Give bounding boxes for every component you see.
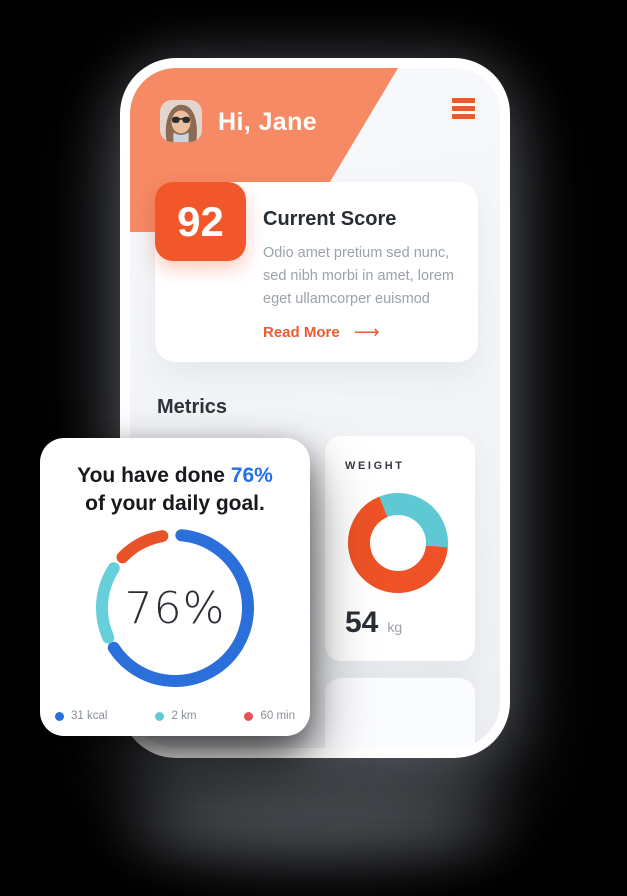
legend-item-min: 60 min [244,710,295,722]
daily-goal-card: You have done 76% of your daily goal. 76… [40,438,310,736]
metrics-section-heading: Metrics [157,396,228,418]
avatar[interactable] [160,100,202,142]
hamburger-bar [452,106,475,111]
legend-label-kcal: 31 kcal [71,710,108,722]
goal-title-line2: of your daily goal. [85,492,265,515]
weight-unit: kg [387,619,403,635]
score-card-body: Odio amet pretium sed nunc, sed nibh mor… [263,242,454,311]
right-arrow-icon: ⟶ [353,322,380,342]
goal-ring-center-label: 76% [124,582,226,634]
legend-label-km: 2 km [171,710,197,722]
goal-card-title: You have done 76% of your daily goal. [40,438,310,518]
weight-metric-card[interactable]: WEIGHT 54 kg [325,436,475,661]
score-body-line: sed nibh morbi in amet, lorem [263,268,454,284]
goal-ring-chart [96,529,254,687]
greeting-text: Hi, Jane [218,108,318,136]
weight-value: 54 [345,606,379,639]
legend-dot-kcal [55,711,64,721]
legend-label-min: 60 min [260,710,295,722]
goal-percent-highlight: 76% [230,464,273,487]
legend-item-km: 2 km [155,710,196,722]
score-body-line: eget ullamcorper euismod [263,291,430,307]
phone-screen: Hi, Jane 92 Current Score Odio amet pret… [130,68,500,748]
goal-progress-ring: 76% [90,523,260,693]
goal-title-line1: You have done 76% [77,464,273,487]
read-more-label: Read More [263,324,340,341]
legend-item-kcal: 31 kcal [55,710,107,722]
avatar-illustration [160,100,202,142]
hamburger-bar [452,114,475,119]
score-body-line: Odio amet pretium sed nunc, [263,245,450,261]
read-more-link[interactable]: Read More ⟶ [263,322,380,343]
weight-value-row: 54 kg [345,606,402,640]
hamburger-bar [452,98,475,103]
weight-card-title: WEIGHT [345,460,405,472]
legend-dot-min [244,711,254,721]
current-score-card: 92 Current Score Odio amet pretium sed n… [155,182,478,362]
weight-donut-chart [348,493,448,593]
phone-drop-shadow [130,788,500,858]
legend-dot-km [155,711,165,721]
goal-legend: 31 kcal 2 km 60 min [40,710,310,722]
score-badge: 92 [155,182,246,261]
phone-frame: Hi, Jane 92 Current Score Odio amet pret… [120,58,510,758]
score-card-title: Current Score [263,208,397,230]
next-metric-card-partial[interactable] [325,678,475,748]
hamburger-menu-icon[interactable] [452,98,475,122]
